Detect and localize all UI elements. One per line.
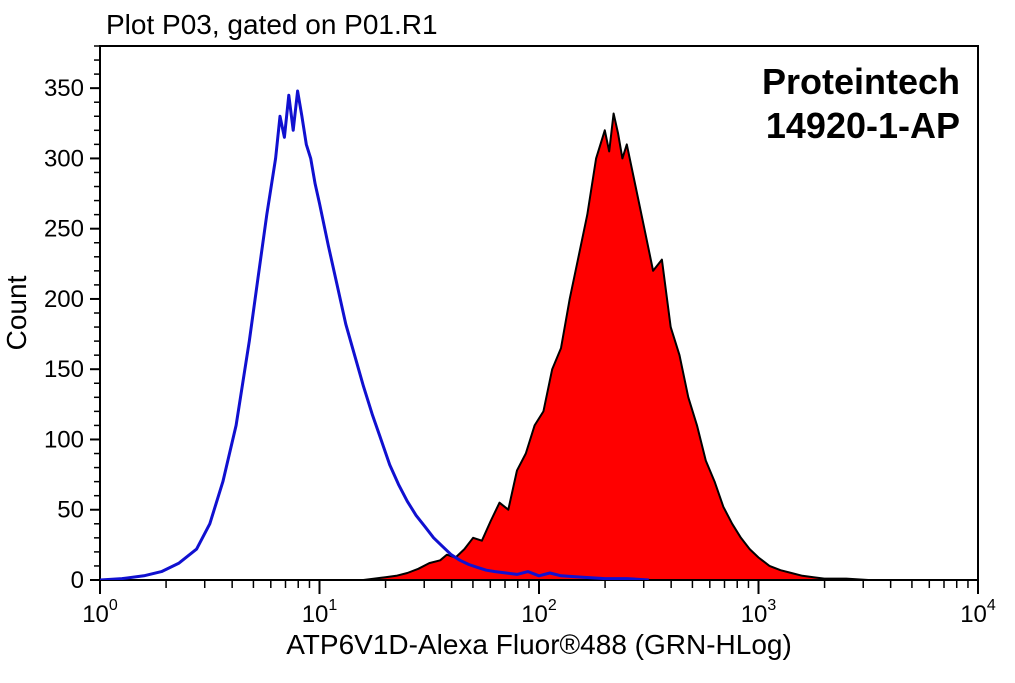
plot-title: Plot P03, gated on P01.R1	[106, 9, 438, 40]
y-tick-label: 0	[71, 567, 84, 594]
y-axis-label: Count	[1, 275, 32, 350]
y-tick-label: 100	[44, 426, 84, 453]
annotation-line1: Proteintech	[762, 61, 960, 102]
y-tick-label: 150	[44, 356, 84, 383]
y-tick-label: 50	[57, 497, 84, 524]
y-tick-label: 350	[44, 75, 84, 102]
x-axis-label: ATP6V1D-Alexa Fluor®488 (GRN-HLog)	[286, 629, 792, 660]
flow-cytometry-chart: Plot P03, gated on P01.R1 0 50 100 150 200 250…	[0, 0, 1015, 683]
chart-container: { "chart": { "type": "histogram-overlay-…	[0, 0, 1015, 683]
y-tick-label: 200	[44, 286, 84, 313]
annotation-line2: 14920-1-AP	[766, 105, 960, 146]
y-tick-label: 250	[44, 216, 84, 243]
y-tick-label: 300	[44, 145, 84, 172]
